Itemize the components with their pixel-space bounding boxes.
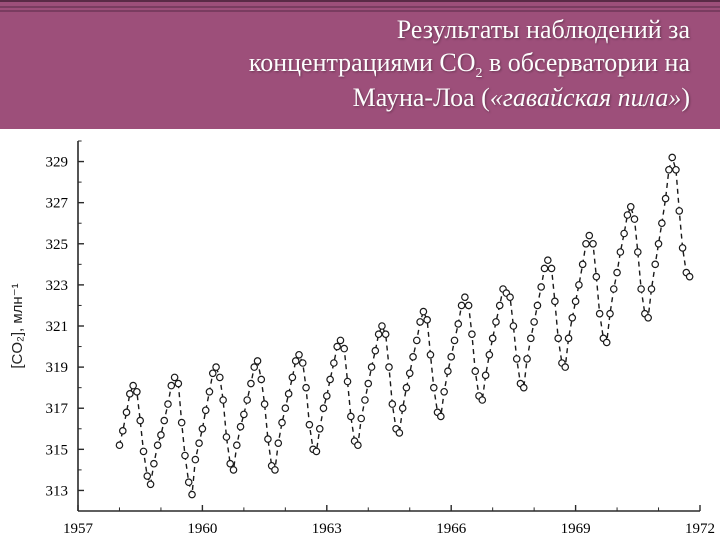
svg-text:329: 329 <box>46 154 69 170</box>
chart-container: 1957 1960 1963 1966 1969 1972 313 315 317 319 321 3… <box>0 129 720 549</box>
svg-text:319: 319 <box>46 360 69 376</box>
header-stripe <box>0 6 720 8</box>
header-stripe <box>0 10 720 12</box>
title-line-3: Мауна-Лоа («гавайская пила») <box>30 82 690 115</box>
title-line-1: Результаты наблюдений за <box>30 14 690 47</box>
svg-text:325: 325 <box>46 236 69 252</box>
svg-text:[CO₂], млн⁻¹: [CO₂], млн⁻¹ <box>9 283 26 368</box>
svg-text:321: 321 <box>46 319 69 335</box>
svg-text:317: 317 <box>46 401 69 417</box>
svg-text:1972: 1972 <box>685 521 715 537</box>
svg-text:1966: 1966 <box>436 521 467 537</box>
svg-text:1963: 1963 <box>312 521 342 537</box>
co2-chart: 1957 1960 1963 1966 1969 1972 313 315 317 319 321 3… <box>0 129 720 549</box>
svg-text:327: 327 <box>46 195 69 211</box>
title-line-2: концентрациями СО2 в обсерватории на <box>30 47 690 83</box>
svg-text:1960: 1960 <box>187 521 217 537</box>
svg-text:1969: 1969 <box>561 521 591 537</box>
svg-text:323: 323 <box>46 278 69 294</box>
slide-header: Результаты наблюдений за концентрациями … <box>0 0 720 129</box>
svg-text:315: 315 <box>46 442 69 458</box>
svg-text:313: 313 <box>46 483 69 499</box>
svg-text:1957: 1957 <box>63 521 94 537</box>
